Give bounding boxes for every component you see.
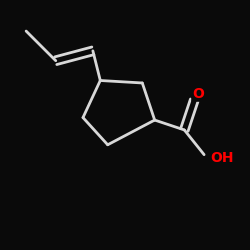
Text: O: O — [192, 87, 204, 101]
Text: OH: OH — [210, 151, 234, 166]
